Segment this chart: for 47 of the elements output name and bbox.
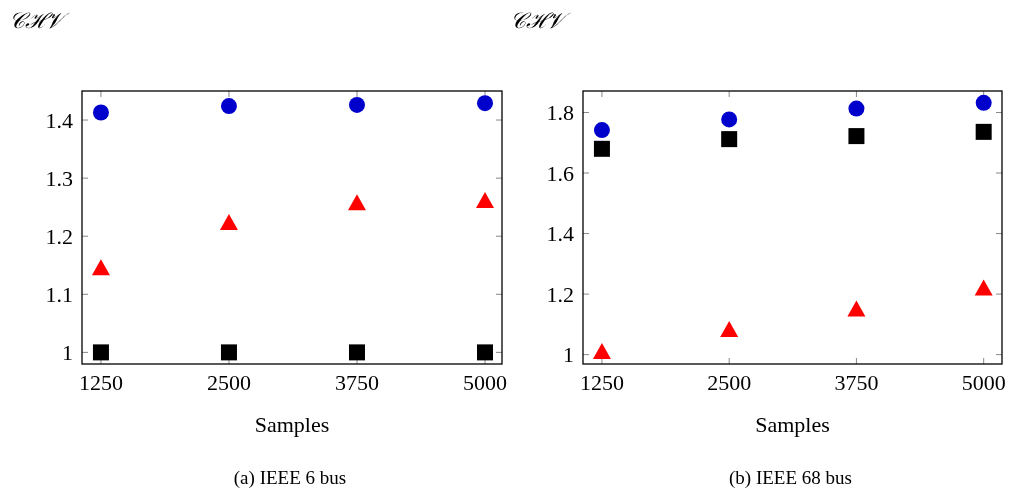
point — [92, 344, 109, 361]
y-tick-label: 1.1 — [45, 282, 73, 307]
y-tick-label: 1.2 — [546, 281, 574, 307]
y-tick-label: 1 — [563, 342, 574, 368]
point — [593, 122, 610, 139]
point — [348, 344, 365, 361]
y-tick-label: 1.6 — [546, 160, 574, 186]
point — [348, 96, 365, 113]
y-axis-title: 𝒞ℋ𝒱 — [510, 8, 571, 33]
point — [848, 128, 865, 145]
y-tick-label: 1.4 — [45, 107, 73, 133]
y-axis-title: 𝒞ℋ𝒱 — [9, 8, 70, 33]
point — [220, 98, 237, 115]
x-tick-label: 5000 — [961, 370, 1006, 395]
y-tick-label: 1 — [62, 340, 73, 366]
point — [593, 140, 610, 157]
x-tick-label: 1250 — [579, 370, 624, 395]
y-tick-label: 1.4 — [546, 221, 574, 247]
point — [975, 94, 992, 111]
y-tick-label: 1.8 — [546, 100, 574, 126]
point — [721, 131, 738, 148]
x-axis-title: Samples — [254, 412, 330, 437]
point — [347, 194, 366, 211]
x-tick-label: 2500 — [206, 370, 251, 395]
y-tick-label: 1.3 — [45, 165, 73, 191]
y-tick-label: 1.2 — [45, 223, 73, 249]
point — [592, 343, 611, 360]
point — [974, 279, 993, 296]
x-axis-title: Samples — [755, 412, 830, 437]
x-tick-label: 2500 — [707, 370, 752, 395]
point — [477, 95, 493, 112]
x-tick-label: 1250 — [78, 370, 123, 395]
point — [219, 214, 238, 231]
text: (b) IEEE 68 bus — [729, 467, 852, 489]
x-tick-label: 5000 — [463, 370, 507, 395]
x-tick-label: 3750 — [334, 370, 379, 395]
point — [92, 104, 109, 121]
point — [848, 100, 865, 117]
point — [721, 111, 738, 128]
point — [220, 344, 237, 361]
point — [720, 321, 739, 338]
point — [91, 259, 110, 276]
point — [847, 300, 866, 317]
text: (a) IEEE 6 bus — [233, 467, 347, 489]
point — [477, 344, 493, 361]
point — [975, 123, 992, 140]
x-tick-label: 3750 — [834, 370, 879, 395]
